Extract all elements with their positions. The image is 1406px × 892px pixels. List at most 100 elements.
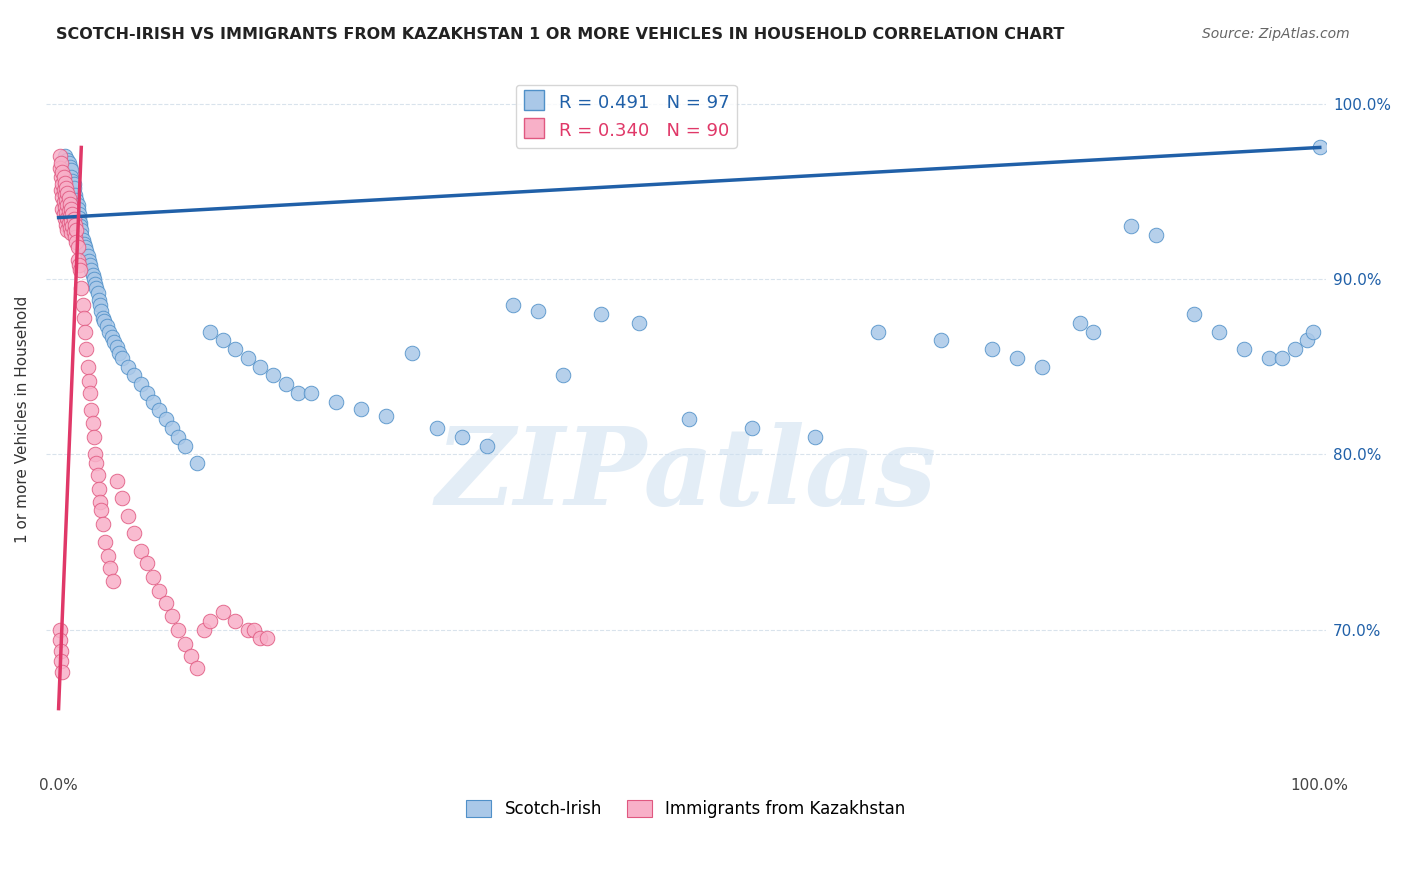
Point <box>93 314 115 328</box>
Point <box>66 240 89 254</box>
Point <box>236 351 259 365</box>
Point <box>135 386 157 401</box>
Point <box>65 223 87 237</box>
Point <box>741 421 763 435</box>
Point <box>451 430 474 444</box>
Point <box>59 196 82 211</box>
Point <box>262 368 284 383</box>
Point <box>89 494 111 508</box>
Point <box>173 439 195 453</box>
Point <box>198 325 221 339</box>
Point <box>108 345 131 359</box>
Point <box>193 623 215 637</box>
Point <box>49 182 72 196</box>
Point <box>63 230 86 244</box>
Point <box>52 194 75 209</box>
Point <box>180 648 202 663</box>
Point <box>53 212 76 227</box>
Point <box>551 368 574 383</box>
Point <box>82 416 104 430</box>
Point <box>72 298 94 312</box>
Point <box>1284 342 1306 356</box>
Point <box>53 149 76 163</box>
Point <box>86 456 108 470</box>
Point <box>1296 334 1319 348</box>
Point <box>142 570 165 584</box>
Point <box>90 503 112 517</box>
Point <box>160 421 183 435</box>
Point <box>111 351 134 365</box>
Point <box>1119 219 1142 234</box>
Point <box>249 359 271 374</box>
Point <box>60 170 83 185</box>
Point <box>58 216 80 230</box>
Point <box>53 187 76 202</box>
Point <box>94 535 117 549</box>
Point <box>62 174 84 188</box>
Point <box>502 298 524 312</box>
Point <box>52 170 75 185</box>
Point <box>75 240 97 254</box>
Point <box>87 293 110 307</box>
Point <box>173 637 195 651</box>
Point <box>59 221 82 235</box>
Point <box>84 447 107 461</box>
Point <box>256 632 278 646</box>
Point <box>66 202 89 216</box>
Point <box>160 608 183 623</box>
Point <box>89 298 111 312</box>
Point <box>79 386 101 401</box>
Point <box>1081 325 1104 339</box>
Point <box>105 340 128 354</box>
Point <box>51 178 73 192</box>
Point <box>105 474 128 488</box>
Y-axis label: 1 or more Vehicles in Household: 1 or more Vehicles in Household <box>15 295 30 543</box>
Point <box>49 149 72 163</box>
Point <box>60 227 83 241</box>
Point <box>167 623 190 637</box>
Point <box>1069 316 1091 330</box>
Point <box>1302 325 1324 339</box>
Point <box>70 223 93 237</box>
Point <box>186 661 208 675</box>
Point <box>73 236 96 251</box>
Point <box>426 421 449 435</box>
Point <box>678 412 700 426</box>
Point <box>1309 140 1331 154</box>
Point <box>67 258 90 272</box>
Point <box>117 508 139 523</box>
Point <box>931 334 953 348</box>
Point <box>103 335 125 350</box>
Point <box>87 483 110 497</box>
Point <box>56 186 79 200</box>
Point <box>1271 351 1294 365</box>
Point <box>148 584 170 599</box>
Point <box>98 325 121 339</box>
Point <box>80 403 103 417</box>
Point <box>117 359 139 374</box>
Point <box>51 202 73 216</box>
Point <box>1233 342 1256 356</box>
Point <box>86 285 108 300</box>
Point <box>80 263 103 277</box>
Point <box>155 596 177 610</box>
Legend: Scotch-Irish, Immigrants from Kazakhstan: Scotch-Irish, Immigrants from Kazakhstan <box>460 793 912 825</box>
Point <box>56 211 79 225</box>
Point <box>129 377 152 392</box>
Point <box>55 218 77 232</box>
Point <box>72 233 94 247</box>
Point <box>49 633 72 648</box>
Point <box>224 614 246 628</box>
Point <box>75 342 97 356</box>
Point <box>477 439 499 453</box>
Point <box>76 249 98 263</box>
Point <box>155 412 177 426</box>
Point <box>86 281 108 295</box>
Point <box>98 561 121 575</box>
Point <box>75 244 97 258</box>
Point <box>62 219 84 234</box>
Point <box>148 403 170 417</box>
Point <box>1144 228 1167 243</box>
Point <box>55 193 77 207</box>
Point <box>69 263 91 277</box>
